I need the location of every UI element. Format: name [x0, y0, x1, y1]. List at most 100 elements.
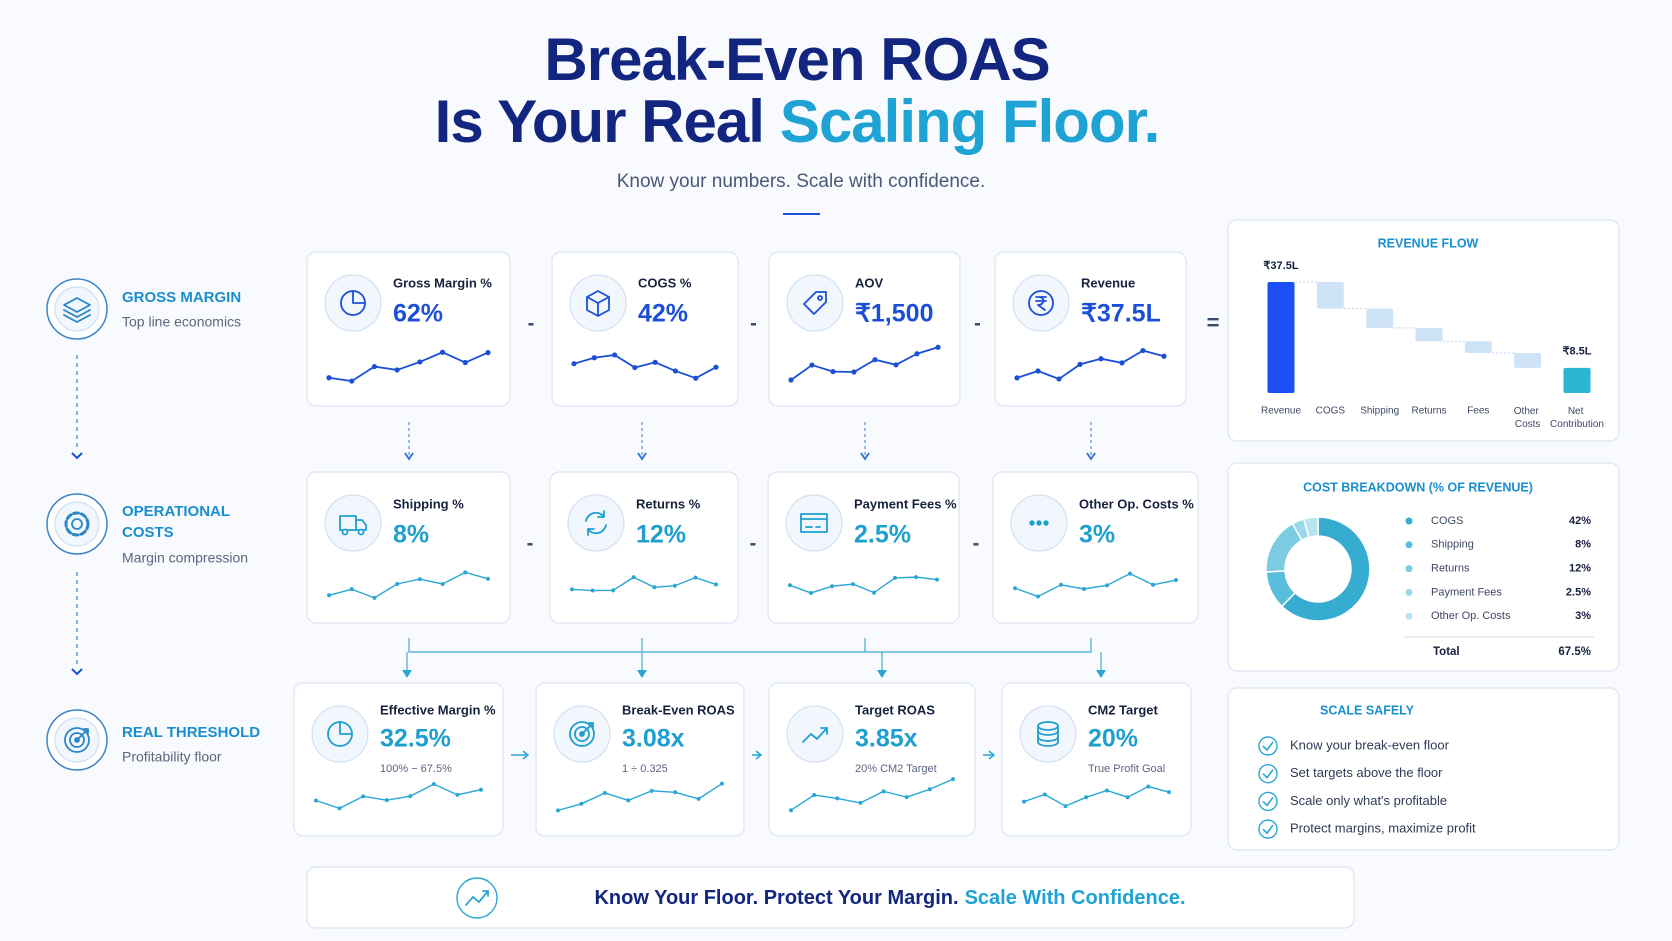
waterfall-bar	[1316, 282, 1344, 309]
sparkline	[571, 576, 717, 592]
sparkline	[1023, 785, 1170, 807]
sparkline-dot	[349, 587, 354, 592]
operator-equals: =	[1207, 310, 1220, 335]
footer-icon-ring	[456, 877, 498, 919]
icon-stroke	[817, 295, 823, 301]
sparkline-dot	[626, 798, 631, 803]
sparkline-dot	[462, 359, 468, 366]
title: Break-Even ROAS	[544, 26, 1049, 93]
text-line: Net	[1568, 406, 1586, 417]
donut-segment	[1280, 516, 1371, 622]
operator-minus: -	[973, 532, 980, 554]
check-circle	[1258, 819, 1278, 839]
sparkline-dot	[830, 368, 836, 375]
waterfall-value-label: ₹37.5L	[1263, 260, 1298, 272]
check-circle	[1258, 764, 1278, 784]
metric-value: 12%	[636, 521, 686, 549]
sparkline-dot	[455, 792, 460, 797]
checklist-item: Set targets above the floor	[1290, 765, 1443, 780]
title-highlight: Scaling Floor.	[780, 88, 1159, 155]
legend-value: 8%	[1575, 539, 1591, 551]
checklist-item: Protect margins, maximize profit	[1290, 821, 1476, 836]
text-line: Costs	[1515, 419, 1541, 430]
sparkline-dot	[693, 375, 699, 381]
check-mark	[1262, 796, 1274, 807]
total-value: 67.5%	[1558, 646, 1591, 658]
operator-minus: -	[527, 532, 534, 554]
sparkline-dot	[395, 581, 400, 586]
icon-stroke	[574, 726, 590, 742]
sparkline-dot	[1140, 347, 1146, 354]
metric-value: 32.5%	[380, 725, 451, 753]
merge-arrow	[877, 670, 887, 678]
stage-subtitle: Top line economics	[122, 314, 241, 330]
metric-label: CM2 Target	[1088, 702, 1158, 717]
sparkline-dot	[1063, 804, 1068, 809]
sparkline-dot	[693, 575, 698, 580]
sparkline-dot	[1084, 795, 1089, 800]
sparkline-dot	[696, 796, 701, 801]
waterfall-category: Other Costs	[1514, 406, 1542, 430]
sparkline	[789, 576, 938, 594]
sparkline-dot	[1082, 586, 1086, 591]
sparkline	[790, 778, 954, 811]
sparkline-dot	[1013, 586, 1017, 591]
waterfall-category: COGS	[1316, 406, 1346, 417]
metric-label: Returns %	[636, 496, 701, 511]
sparkline-dot	[904, 795, 909, 800]
sparkline-dot	[1119, 360, 1125, 366]
icon-stroke	[76, 728, 89, 741]
sparkline-dot	[479, 787, 483, 792]
sparkline-dot	[1042, 792, 1047, 797]
sparkline	[328, 351, 489, 383]
icon-stroke	[64, 511, 90, 537]
sparkline-dot	[590, 588, 595, 593]
icon-circle	[1012, 274, 1070, 332]
waterfall-bar	[1366, 308, 1394, 328]
legend-value: 3%	[1575, 610, 1591, 622]
waterfall-category: Net Contribution	[1550, 406, 1604, 430]
legend-label: Other Op. Costs	[1431, 610, 1511, 622]
waterfall-bar	[1563, 367, 1591, 393]
icon-circle	[54, 501, 100, 547]
metric-value: ₹37.5L	[1081, 300, 1161, 328]
icon-pie	[327, 721, 353, 747]
sparkline-dot	[326, 375, 332, 381]
sparkline	[328, 571, 489, 599]
icon-truck	[339, 515, 367, 536]
stage-subtitle: Profitability floor	[122, 749, 222, 765]
legend-label: Returns	[1431, 563, 1470, 575]
sparkline-dot	[417, 577, 422, 582]
check-circle	[1258, 791, 1278, 812]
waterfall-value-label: ₹8.5L	[1562, 346, 1591, 358]
legend-dot	[1405, 588, 1413, 596]
sparkline-dot	[872, 357, 878, 363]
icon-target	[569, 721, 595, 747]
icon-stroke	[341, 528, 349, 536]
sparkline	[1014, 572, 1177, 598]
flow-arrow	[983, 750, 996, 760]
metric-value: ₹1,500	[855, 300, 933, 328]
sparkline-dot	[440, 581, 445, 586]
icon-stroke	[339, 721, 353, 735]
icon-circle	[785, 494, 843, 552]
sparkline-dot	[314, 798, 318, 803]
checklist-item: Scale only what's profitable	[1290, 793, 1447, 808]
sparkline-dot	[371, 363, 378, 370]
sparkline-dot	[463, 570, 468, 575]
waterfall-category: Revenue	[1261, 406, 1301, 417]
sparkline-dot	[417, 359, 423, 365]
icon-cube	[586, 290, 610, 317]
stage-title: OPERATIONAL COSTS	[122, 503, 234, 541]
check-mark	[1262, 824, 1274, 835]
sparkline-dot	[408, 794, 413, 799]
down-arrow	[1086, 452, 1096, 461]
icon-stroke	[1037, 725, 1059, 747]
sparkline-dot	[788, 583, 792, 588]
sparkline-dot	[611, 352, 618, 358]
sparkline-dot	[672, 368, 679, 374]
sparkline-dot	[914, 351, 920, 357]
sparkline-dot	[673, 790, 678, 795]
icon-stroke	[352, 290, 366, 304]
